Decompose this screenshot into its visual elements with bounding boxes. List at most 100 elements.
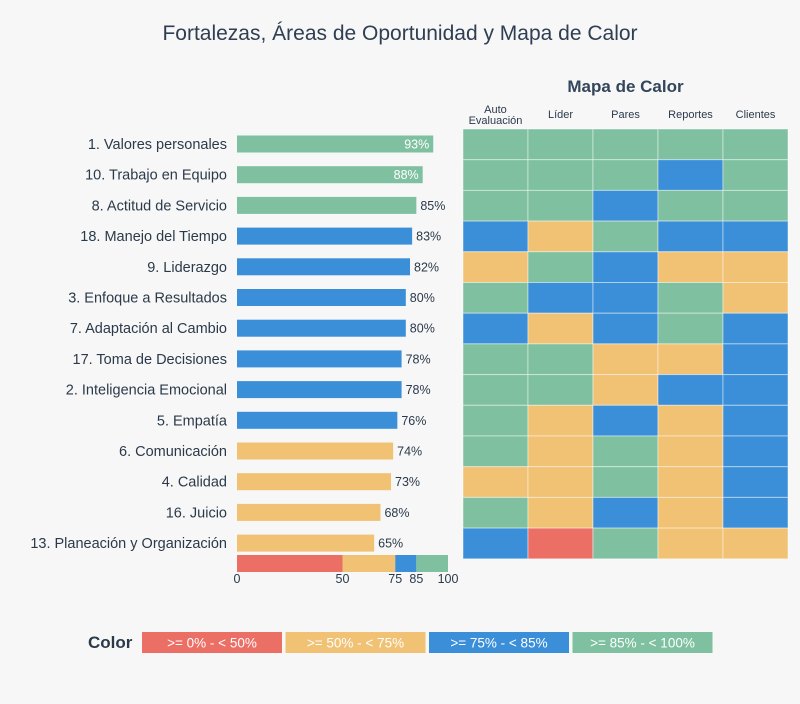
legend-item-label: >= 75% - < 85% [450, 636, 547, 651]
heatmap-cell [462, 220, 529, 253]
bar [237, 350, 402, 368]
scale-tick-label: 100 [438, 572, 459, 586]
heatmap-cell [722, 435, 789, 468]
category-label: 8. Actitud de Servicio [92, 198, 227, 214]
category-label: 4. Calidad [162, 475, 227, 491]
heatmap-cell [657, 189, 724, 222]
heatmap-cell [592, 404, 659, 437]
heatmap-cell [722, 159, 789, 191]
legend-item-label: >= 50% - < 75% [307, 636, 404, 651]
heatmap-cell [462, 251, 529, 284]
heatmap-column-label: Reportes [668, 109, 713, 121]
heatmap-column-label: Evaluación [469, 115, 523, 127]
scale-tick-label: 50 [336, 572, 350, 586]
category-label: 17. Toma de Decisiones [73, 352, 228, 368]
value-label: 80% [410, 291, 435, 305]
heatmap-cell [592, 496, 659, 529]
heatmap-title: Mapa de Calor [567, 77, 684, 96]
heatmap-cell [722, 312, 789, 345]
heatmap-cell [722, 404, 789, 437]
bar [237, 258, 411, 276]
category-label: 7. Adaptación al Cambio [70, 321, 227, 337]
heatmap-cell [462, 312, 529, 345]
scale-band [342, 555, 396, 572]
heatmap-cell [462, 435, 529, 468]
heatmap-cell [657, 435, 724, 468]
heatmap-cell [462, 159, 529, 191]
category-label: 2. Inteligencia Emocional [66, 383, 227, 399]
heatmap-cell [527, 312, 594, 345]
heatmap-column-label: Líder [548, 109, 573, 121]
value-label: 82% [414, 260, 439, 274]
heatmap-cell [527, 466, 594, 498]
heatmap-cell [657, 251, 724, 284]
heatmap-cell [722, 466, 789, 498]
heatmap-cell [722, 128, 789, 161]
heatmap-column-label: Auto [484, 104, 507, 116]
legend-swatch [142, 632, 282, 653]
heatmap-cell [657, 128, 724, 161]
heatmap-cell [592, 527, 659, 560]
legend-label: Color [88, 633, 133, 652]
category-label: 9. Liderazgo [147, 260, 227, 276]
bar [237, 227, 413, 245]
heatmap-cell [657, 282, 724, 314]
heatmap-cell [462, 404, 529, 437]
legend-swatch [285, 632, 426, 653]
value-label: 65% [378, 537, 403, 551]
heatmap-cell [722, 251, 789, 284]
value-label: 76% [401, 414, 426, 428]
heatmap-cell [527, 159, 594, 191]
heatmap-cell [462, 128, 529, 161]
bar [237, 473, 392, 491]
bar [237, 503, 381, 521]
value-label: 73% [395, 475, 420, 489]
heatmap-cell [657, 159, 724, 191]
scale-band [416, 555, 448, 572]
bar [237, 319, 406, 337]
heatmap-cell [657, 312, 724, 345]
heatmap-cell [657, 404, 724, 437]
heatmap-cell [462, 282, 529, 314]
bar [237, 381, 402, 399]
heatmap-cell [462, 189, 529, 222]
heatmap-cell [527, 404, 594, 437]
heatmap-cell [592, 435, 659, 468]
heatmap-cell [527, 496, 594, 529]
value-label: 78% [406, 383, 431, 397]
bar [237, 534, 375, 552]
category-label: 3. Enfoque a Resultados [68, 291, 227, 307]
category-label: 16. Juicio [166, 505, 227, 521]
heatmap-cell [657, 466, 724, 498]
heatmap-cell [527, 343, 594, 376]
heatmap-cell [527, 128, 594, 161]
heatmap-cell [657, 343, 724, 376]
category-label: 18. Manejo del Tiempo [80, 229, 227, 245]
heatmap-cell [527, 435, 594, 468]
heatmap-cell [592, 128, 659, 161]
heatmap-cell [462, 527, 529, 560]
chart-title: Fortalezas, Áreas de Oportunidad y Mapa … [162, 22, 638, 45]
heatmap-cell [592, 282, 659, 314]
scale-band [395, 555, 417, 572]
legend-swatch [429, 632, 569, 653]
heatmap-column-label: Pares [611, 109, 640, 121]
bar [237, 289, 406, 306]
bar [237, 411, 398, 429]
value-label: 88% [394, 168, 419, 182]
category-label: 6. Comunicación [119, 444, 227, 460]
category-label: 1. Valores personales [88, 137, 227, 153]
heatmap-cell [462, 496, 529, 529]
heatmap-cell [592, 466, 659, 498]
heatmap-cell [527, 220, 594, 253]
heatmap-cell [527, 282, 594, 314]
heatmap-cell [592, 189, 659, 222]
category-label: 10. Trabajo en Equipo [85, 168, 227, 184]
heatmap-cell [722, 527, 789, 560]
heatmap-cell [722, 220, 789, 253]
heatmap-cell [592, 343, 659, 376]
bar [237, 135, 434, 153]
scale-band [237, 555, 343, 572]
heatmap-cell [527, 527, 594, 560]
heatmap-cell [527, 189, 594, 222]
